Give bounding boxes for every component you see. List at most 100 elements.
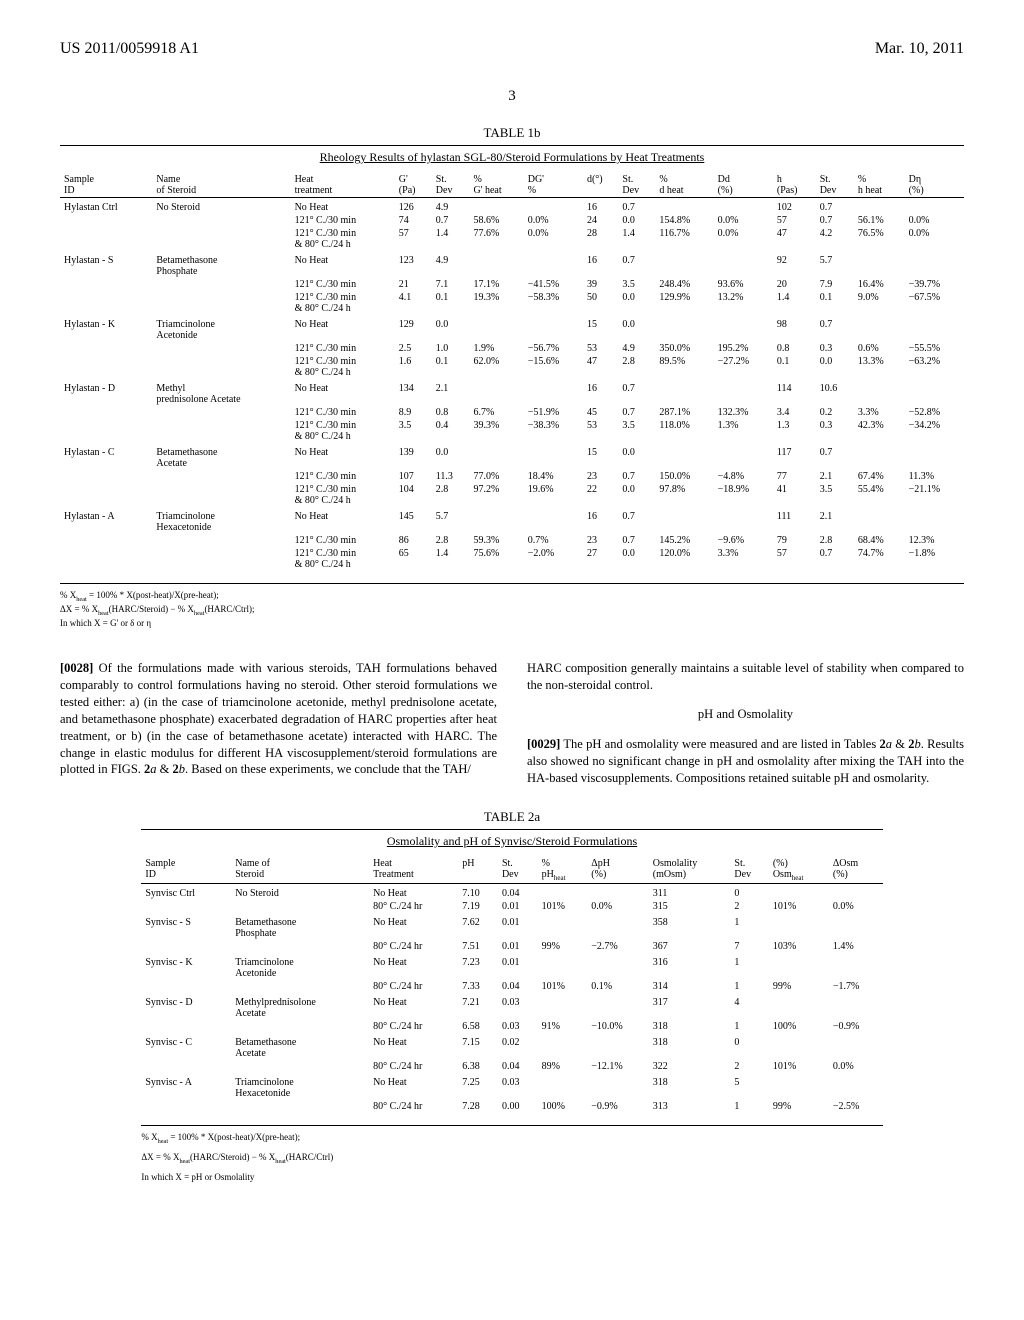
table-cell: 80° C./24 hr (369, 1020, 458, 1033)
table-cell (152, 214, 290, 227)
table-cell: 139 (395, 443, 432, 470)
table-cell: −15.6% (524, 355, 583, 379)
table-cell: 132.3% (714, 406, 773, 419)
table-cell (538, 1033, 588, 1060)
table-cell: 1.4 (773, 291, 816, 315)
table-cell (152, 355, 290, 379)
table-cell: −51.9% (524, 406, 583, 419)
table-cell (60, 227, 152, 251)
page-header: US 2011/0059918 A1 Mar. 10, 2011 (60, 40, 964, 58)
table-cell: 367 (649, 940, 731, 953)
table-cell: 0.04 (498, 980, 538, 993)
table-cell: 0.7 (618, 470, 655, 483)
table-1b-footnotes: % Xheat = 100% * X(post-heat)/X(pre-heat… (60, 590, 964, 630)
table-cell: 118.0% (655, 419, 713, 443)
table-cell (60, 406, 152, 419)
table-cell (655, 507, 713, 534)
table-2a-col-header: St.Dev (498, 857, 538, 884)
table-cell (141, 1020, 231, 1033)
table-cell: 7.19 (458, 900, 498, 913)
table-cell (905, 198, 964, 215)
table-1b-col-header: St.Dev (432, 173, 470, 198)
table-cell: 16.4% (854, 278, 905, 291)
table-cell: Hylastan - C (60, 443, 152, 470)
table-cell: 7.51 (458, 940, 498, 953)
table-cell: 0.03 (498, 1073, 538, 1100)
table-cell: 0.6% (854, 342, 905, 355)
table-cell: 195.2% (714, 342, 773, 355)
table-cell: No Heat (369, 993, 458, 1020)
table-cell: 318 (649, 1033, 731, 1060)
table-cell: 6.38 (458, 1060, 498, 1073)
table-cell: 0.0% (714, 227, 773, 251)
table-cell (854, 507, 905, 534)
table-cell: 318 (649, 1073, 731, 1100)
table-cell: 3.5 (618, 419, 655, 443)
table-cell: 57 (773, 547, 816, 571)
table-cell: 6.7% (469, 406, 523, 419)
table-cell: 10.6 (816, 379, 854, 406)
table-cell: 65 (395, 547, 432, 571)
table-cell: 0.7% (524, 534, 583, 547)
table-cell: 19.6% (524, 483, 583, 507)
table-cell: 120.0% (655, 547, 713, 571)
table-cell: −1.8% (905, 547, 964, 571)
table-cell: No Heat (369, 1073, 458, 1100)
table-cell: 0 (730, 1033, 768, 1060)
table-cell (854, 443, 905, 470)
table-cell: 8.9 (395, 406, 432, 419)
table-cell: 16 (583, 198, 618, 215)
table-cell (587, 913, 648, 940)
table-cell (152, 483, 290, 507)
table-cell: 0.7 (432, 214, 470, 227)
table-cell: 2.8 (432, 483, 470, 507)
table-row: 80° C./24 hr7.510.0199%−2.7%3677103%1.4% (141, 940, 882, 953)
table-cell: −0.9% (587, 1100, 648, 1113)
table-cell: 1.6 (395, 355, 432, 379)
table-cell: 248.4% (655, 278, 713, 291)
table-cell: 0.1 (816, 291, 854, 315)
table-cell (829, 953, 883, 980)
table-cell: No Heat (369, 1033, 458, 1060)
table-cell: 350.0% (655, 342, 713, 355)
table-cell (60, 470, 152, 483)
table-cell: −1.7% (829, 980, 883, 993)
table-cell: −38.3% (524, 419, 583, 443)
table-cell: 0.00 (498, 1100, 538, 1113)
table-1b-col-header: Nameof Steroid (152, 173, 290, 198)
table-cell: 0.8 (773, 342, 816, 355)
table-2a-col-header: St.Dev (730, 857, 768, 884)
table-cell: No Heat (291, 315, 395, 342)
table-cell: 150.0% (655, 470, 713, 483)
table-cell (769, 993, 829, 1020)
table-1b-col-header: Dη(%) (905, 173, 964, 198)
table-cell: 17.1% (469, 278, 523, 291)
table-cell: 117 (773, 443, 816, 470)
table-cell: 50 (583, 291, 618, 315)
table-1b-col-header: G'(Pa) (395, 173, 432, 198)
table-cell: 100% (538, 1100, 588, 1113)
page-number: 3 (60, 88, 964, 105)
table-cell (769, 913, 829, 940)
table-2a-col-header: pH (458, 857, 498, 884)
table-cell: 7.23 (458, 953, 498, 980)
table-cell: TriamcinoloneHexacetonide (231, 1073, 369, 1100)
table-cell (152, 342, 290, 355)
table-cell (714, 507, 773, 534)
table-cell: 80° C./24 hr (369, 900, 458, 913)
table-row: Synvisc - DMethylprednisoloneAcetateNo H… (141, 993, 882, 1020)
table-cell: 107 (395, 470, 432, 483)
table-cell: 0.0% (905, 227, 964, 251)
right-column: HARC composition generally maintains a s… (527, 648, 964, 799)
table-cell: 22 (583, 483, 618, 507)
table-cell: 313 (649, 1100, 731, 1113)
table-cell: Synvisc - K (141, 953, 231, 980)
table-cell (60, 355, 152, 379)
table-cell: Hylastan - S (60, 251, 152, 278)
table-cell: 121° C./30 min& 80° C./24 h (291, 419, 395, 443)
table-cell (587, 883, 648, 900)
table-cell: 102 (773, 198, 816, 215)
table-cell: 315 (649, 900, 731, 913)
table-cell: 129 (395, 315, 432, 342)
table-1b: Rheology Results of hylastan SGL-80/Ster… (60, 145, 964, 584)
